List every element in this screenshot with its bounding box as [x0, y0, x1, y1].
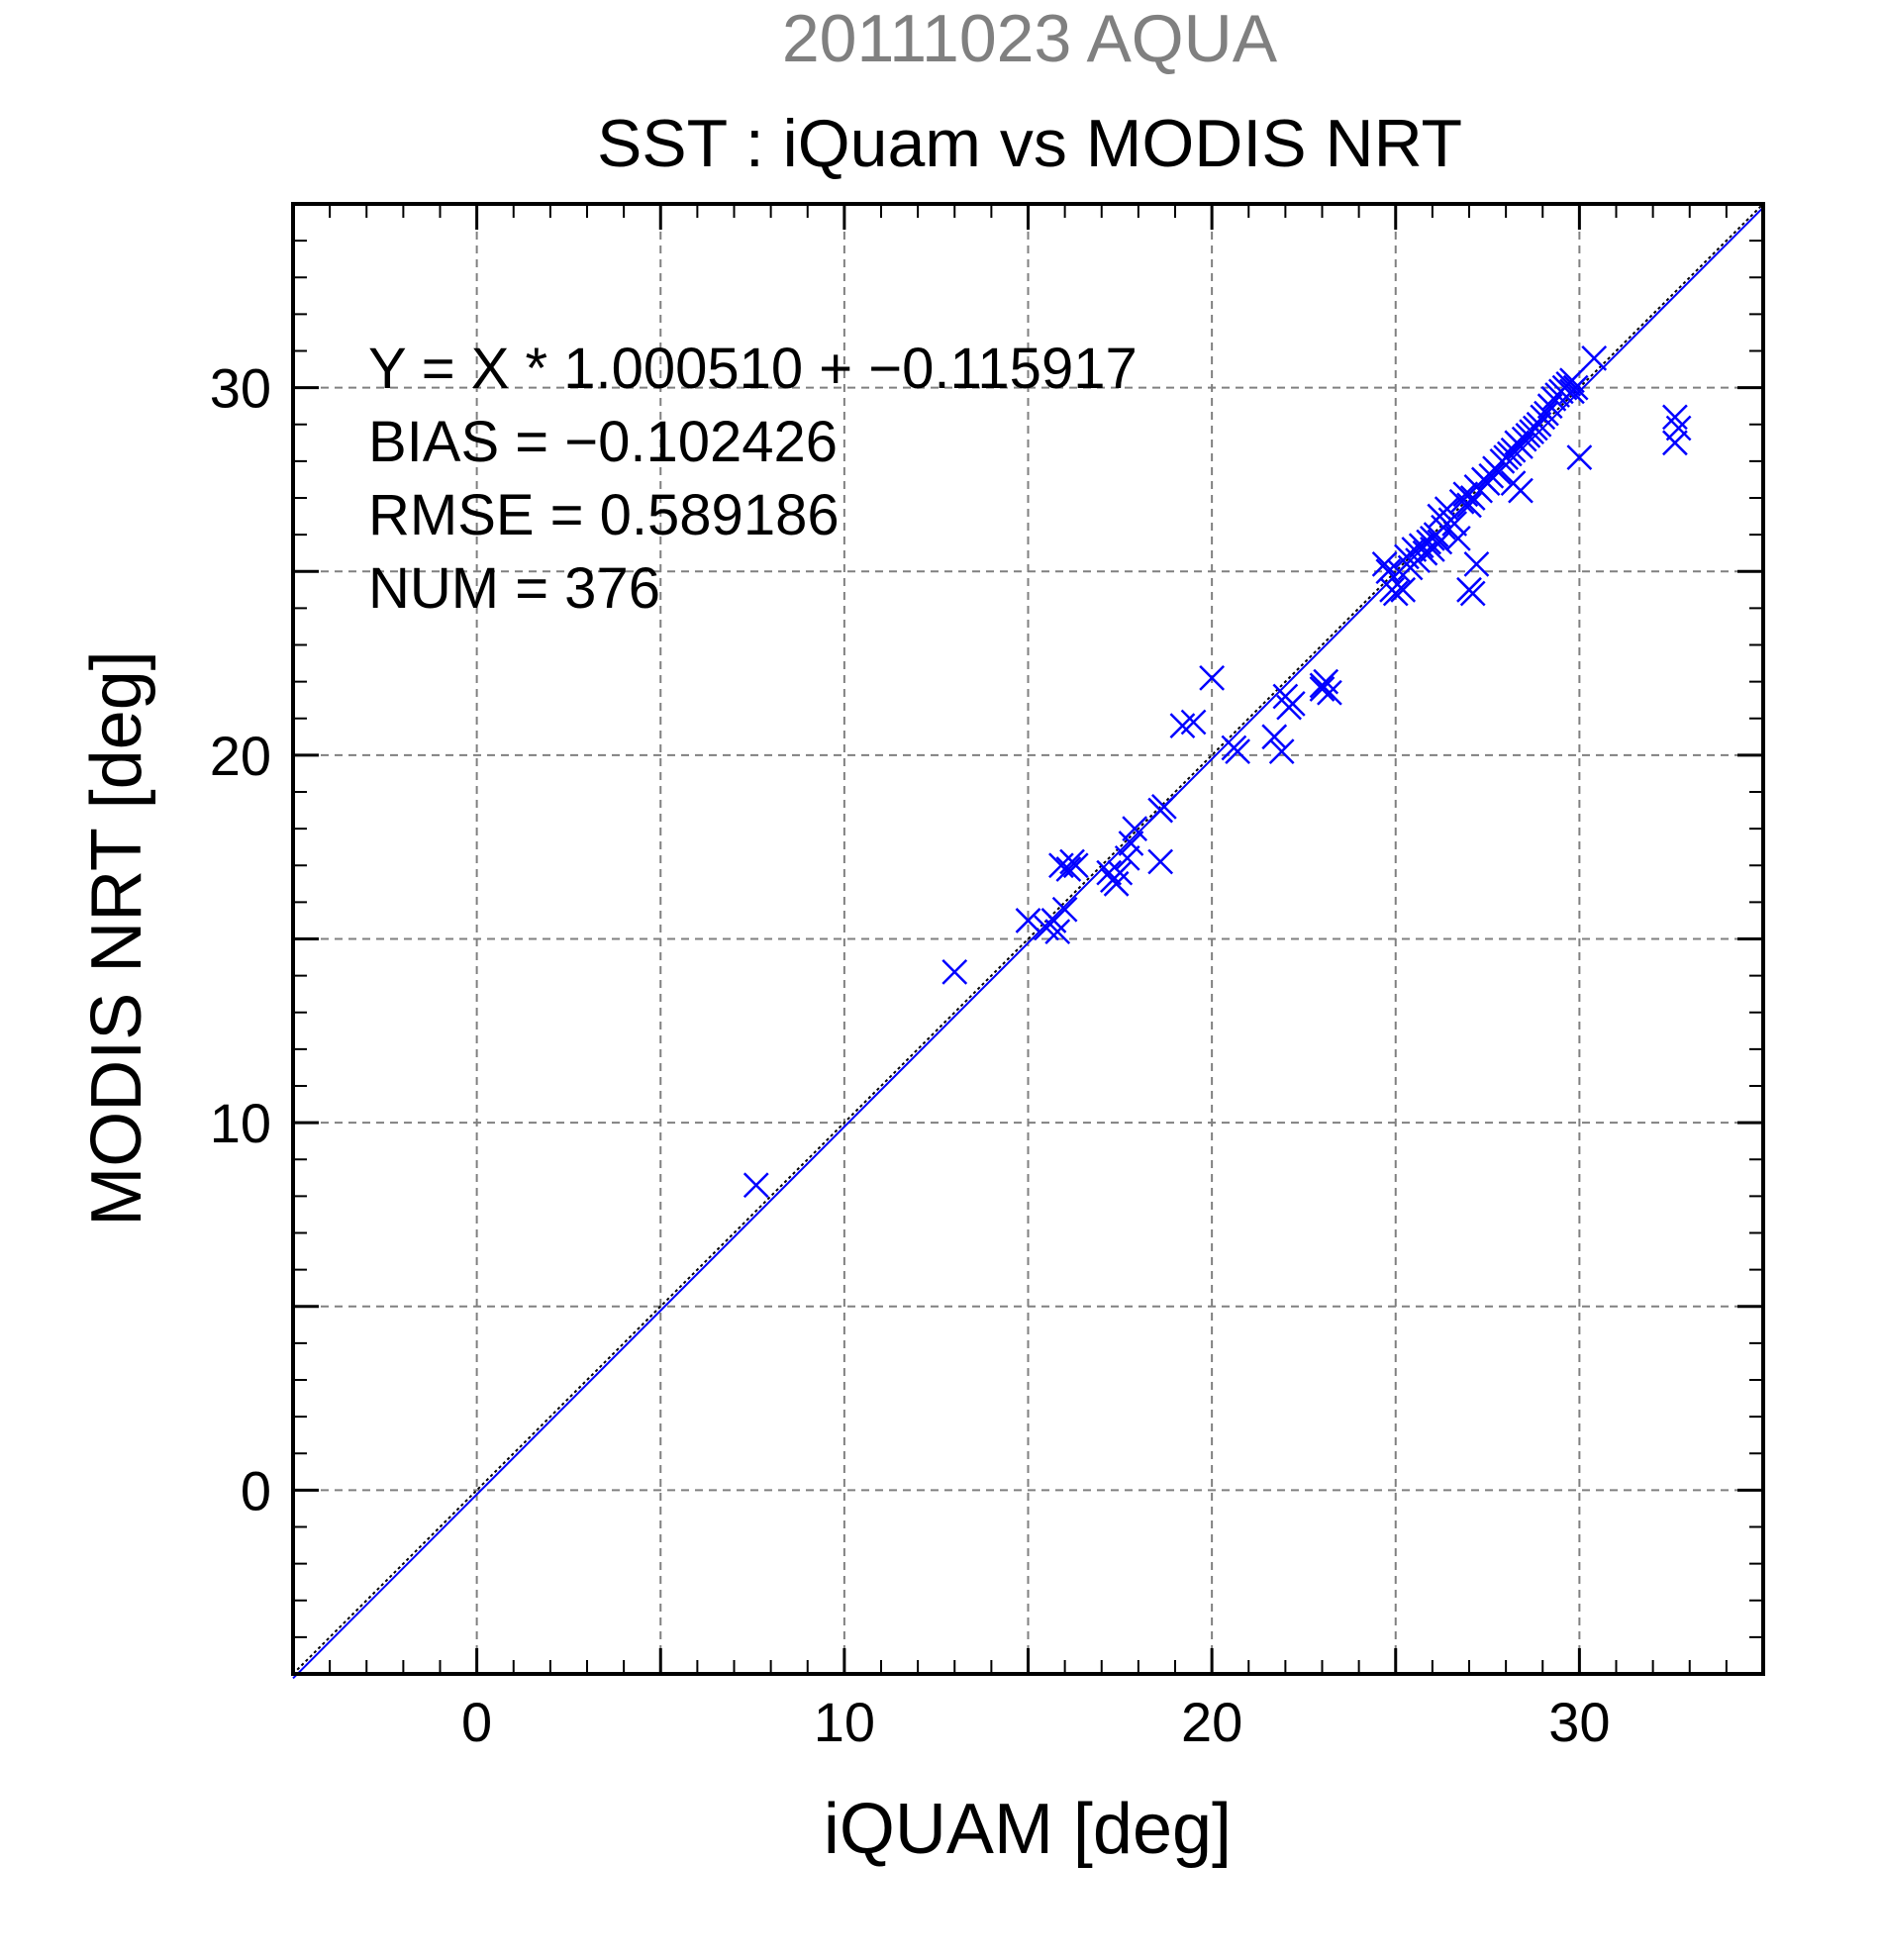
data-points	[742, 345, 1692, 1199]
y-tick-labels: 0 10 20 30	[210, 357, 271, 1522]
data-point	[742, 1172, 769, 1199]
data-point	[1508, 434, 1534, 459]
data-point	[1456, 492, 1482, 519]
data-point	[1044, 919, 1071, 944]
y-tick-label: 10	[210, 1092, 271, 1154]
stats-line: RMSE = 0.589186	[368, 483, 840, 547]
y-tick-label: 0	[241, 1459, 271, 1521]
y-tick-label: 20	[210, 725, 271, 787]
plot-frame	[291, 202, 1765, 1676]
stats-annotation: Y = X * 1.000510 + −0.115917 BIAS = −0.10…	[368, 337, 1138, 621]
data-point	[1382, 580, 1409, 607]
data-point	[1662, 430, 1688, 456]
data-point	[1096, 859, 1123, 886]
data-point	[1444, 525, 1471, 551]
data-point	[1180, 709, 1207, 735]
data-point	[1100, 867, 1126, 893]
data-point	[1463, 550, 1490, 577]
x-tick-label: 10	[814, 1691, 875, 1753]
data-point	[1147, 848, 1174, 875]
data-point	[1534, 400, 1559, 427]
data-point	[1122, 816, 1148, 842]
data-point	[1309, 672, 1336, 699]
x-tick-label: 30	[1548, 1691, 1610, 1753]
chart-supertitle: 20111023 AQUA	[782, 1, 1278, 76]
y-axis-label: MODIS NRT [deg]	[77, 650, 156, 1226]
x-axis-label: iQUAM [deg]	[824, 1790, 1232, 1869]
data-point	[1559, 367, 1585, 394]
x-tick-label: 20	[1181, 1691, 1242, 1753]
data-point	[1062, 852, 1089, 879]
data-point	[1268, 738, 1295, 765]
data-point	[1051, 896, 1078, 923]
data-point	[1114, 844, 1140, 871]
data-point	[1581, 345, 1608, 371]
major-ticks	[293, 204, 1763, 1674]
regression-line	[292, 206, 1764, 1680]
x-tick-labels: 0 10 20 30	[461, 1691, 1610, 1753]
one-to-one-line	[292, 203, 1764, 1675]
data-point	[1199, 665, 1226, 691]
chart-title: SST : iQuam vs MODIS NRT	[597, 106, 1462, 181]
data-point	[1150, 793, 1177, 820]
data-point	[1459, 580, 1486, 607]
fit-line-group	[292, 203, 1764, 1680]
data-point	[1309, 676, 1336, 702]
data-point	[1427, 529, 1453, 555]
data-point	[1279, 691, 1306, 717]
data-point	[1225, 738, 1250, 765]
minor-ticks	[293, 204, 1763, 1674]
data-point	[1478, 462, 1505, 489]
data-point	[1508, 477, 1534, 504]
data-point	[1441, 511, 1468, 537]
data-point	[1665, 415, 1692, 441]
data-point	[1526, 411, 1552, 438]
data-point	[941, 959, 968, 985]
data-point	[1536, 393, 1563, 420]
y-tick-label: 30	[210, 357, 271, 420]
stats-line: BIAS = −0.102426	[368, 410, 838, 474]
x-tick-label: 0	[461, 1691, 492, 1753]
data-point	[1371, 550, 1398, 577]
data-point	[1566, 444, 1593, 471]
data-point	[1559, 378, 1585, 405]
data-point	[1390, 576, 1417, 603]
stats-line: Y = X * 1.000510 + −0.115917	[368, 337, 1138, 401]
stats-line: NUM = 376	[368, 556, 660, 621]
data-point	[1015, 908, 1041, 933]
data-point	[1055, 856, 1082, 882]
data-point	[1118, 831, 1144, 856]
data-point	[1261, 724, 1288, 750]
data-point	[1375, 558, 1402, 585]
